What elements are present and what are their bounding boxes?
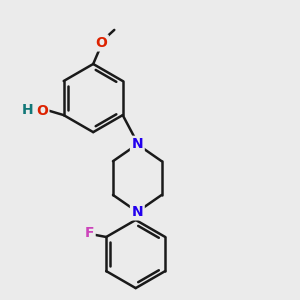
Text: H: H (22, 103, 34, 117)
Text: O: O (95, 36, 107, 50)
Text: F: F (85, 226, 94, 240)
Text: N: N (131, 137, 143, 151)
Text: O: O (36, 103, 48, 118)
Text: N: N (131, 205, 143, 219)
